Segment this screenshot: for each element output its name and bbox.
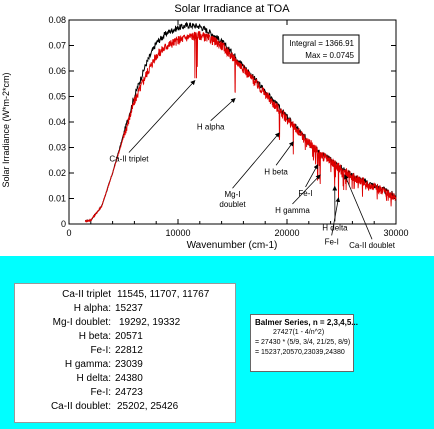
annotation-label-line: Mg-I: [225, 190, 241, 199]
annotation-arrow: [344, 174, 373, 240]
x-tick-label: 0: [66, 228, 71, 238]
annotation-arrow: [232, 132, 280, 189]
y-tick-label: 0.03: [48, 143, 66, 153]
irradiance-chart: 0 10000 20000 30000 0 0.01 0.02 0.03 0.04 0.05 0.0…: [1, 3, 409, 251]
annotation-arrow: [210, 97, 236, 121]
annotation-arrow: [305, 164, 319, 188]
annotation-label: H delta: [322, 223, 348, 232]
y-tick-label: 0.05: [48, 92, 66, 102]
table-row: Fe-I: 22812: [15, 344, 235, 357]
line-name: H gamma:: [64, 359, 111, 370]
annotation-label: H alpha: [197, 123, 225, 132]
y-tick-label: 0.08: [48, 15, 66, 25]
line-name: Ca-II doublet:: [50, 401, 111, 412]
bottom-panel: Ca-II triplet 11545, 11707, 11767 H alpha…: [0, 256, 434, 429]
table-row: H alpha: 15237: [15, 302, 235, 315]
line-name: Ca-II triplet: [62, 289, 111, 300]
annotation-label: Mg-I doublet: [219, 190, 246, 209]
line-name: H beta:: [78, 331, 111, 342]
annotation-label-line: doublet: [219, 200, 246, 209]
annotation-label-line: H delta: [322, 223, 348, 232]
table-row: Mg-I doublet: 19292, 19332: [15, 316, 235, 329]
series-line: [84, 31, 397, 223]
axes-layer: 0 10000 20000 30000 0 0.01 0.02 0.03 0.04 0.05 0.0…: [48, 15, 408, 238]
line-values: 15237: [115, 303, 143, 314]
annotation-arrow: [128, 80, 196, 153]
y-tick-label: 0.02: [48, 168, 66, 178]
line-values: 20571: [115, 331, 143, 342]
table-row: H beta: 20571: [15, 330, 235, 343]
annotation-arrow: [292, 174, 321, 205]
annotation-label: H gamma: [275, 206, 310, 215]
y-tick-label: 0.07: [48, 41, 66, 51]
annotation-label: Ca-II doublet: [349, 241, 396, 250]
y-tick-label: 0.01: [48, 194, 66, 204]
table-row: Ca-II triplet 11545, 11707, 11767: [15, 288, 235, 301]
table-row: H delta: 24380: [15, 372, 235, 385]
balmer-values: = 15237,20570,23039,24380: [255, 349, 345, 356]
line-name: Fe-I:: [90, 345, 111, 356]
x-axis-label: Wavenumber (cm-1): [187, 240, 278, 251]
line-values: 11545, 11707, 11767: [117, 289, 210, 300]
x-tick-label: 20000: [274, 228, 299, 238]
balmer-series-box: Balmer Series, n = 2,3,4,5... 27427(1 - …: [250, 314, 358, 372]
chart-title: Solar Irradiance at TOA: [174, 3, 290, 15]
line-name: Fe-I:: [90, 387, 111, 398]
annotation-label: H beta: [264, 167, 288, 176]
balmer-title: Balmer Series, n = 2,3,4,5...: [255, 318, 358, 327]
x-tick-label: 10000: [165, 228, 190, 238]
info-max: Max = 0.0745: [305, 51, 354, 60]
table-row: H gamma: 23039: [15, 358, 235, 371]
annotation-label: Fe-I: [325, 237, 339, 246]
annotation-label-line: H gamma: [275, 206, 310, 215]
annotation-arrow: [275, 141, 294, 166]
y-tick-label: 0.04: [48, 117, 66, 127]
series-layer: [84, 21, 397, 223]
line-name: Mg-I doublet:: [52, 317, 111, 328]
y-tick-label: 0: [61, 219, 66, 229]
annotation-label-line: Fe-I: [325, 237, 339, 246]
balmer-formula: 27427(1 - 4/n^2): [273, 329, 325, 336]
line-name: H alpha:: [73, 303, 111, 314]
line-name: H delta:: [76, 373, 111, 384]
line-values: 23039: [115, 359, 143, 370]
info-box: Integral = 1366.91 Max = 0.0745: [282, 34, 360, 64]
spectral-lines-table: Ca-II triplet 11545, 11707, 11767 H alpha…: [14, 283, 236, 423]
line-values: 19292, 19332: [119, 317, 181, 328]
annotation-label-line: H beta: [264, 167, 288, 176]
annotation-label-line: Fe-I: [298, 189, 312, 198]
line-values: 22812: [115, 345, 143, 356]
balmer-expansion: = 27430 * (5/9, 3/4, 21/25, 8/9): [255, 339, 351, 346]
annotation-label-line: Ca-II triplet: [109, 155, 149, 164]
table-row: Ca-II doublet: 25202, 25426: [15, 400, 235, 413]
annotation-label-line: H alpha: [197, 123, 225, 132]
y-axis-label: Solar Irradiance (W*m-2*cm): [1, 72, 11, 187]
annotation-label: Fe-I: [298, 189, 312, 198]
annotation-layer: Ca-II triplet H alpha Mg-I doublet H beta Fe-…: [109, 80, 396, 250]
line-values: 24723: [115, 387, 143, 398]
annotation-label: Ca-II triplet: [109, 155, 149, 164]
annotation-arrow: [331, 197, 341, 236]
annotation-label-line: Ca-II doublet: [349, 241, 396, 250]
x-tick-label: 30000: [383, 228, 408, 238]
table-row: Fe-I: 24723: [15, 386, 235, 399]
y-tick-label: 0.06: [48, 66, 66, 76]
info-integral: Integral = 1366.91: [289, 39, 354, 48]
chart-panel: 0 10000 20000 30000 0 0.01 0.02 0.03 0.04 0.05 0.0…: [1, 3, 409, 251]
line-values: 24380: [115, 373, 143, 384]
line-values: 25202, 25426: [117, 401, 179, 412]
